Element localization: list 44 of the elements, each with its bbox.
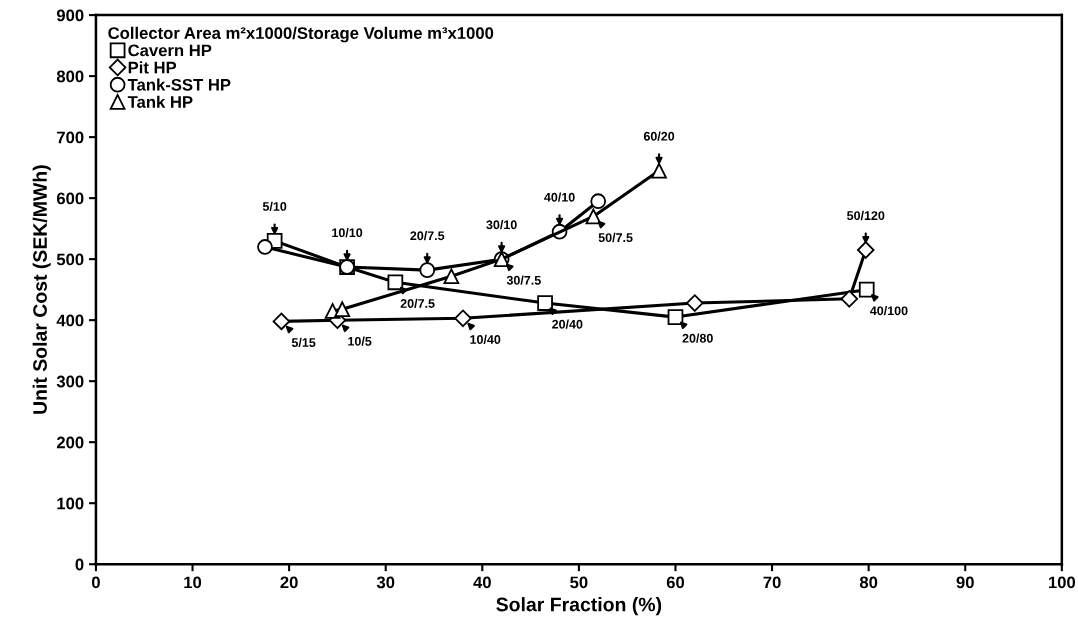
y-tick-label: 800 [56, 70, 84, 83]
annotation: 10/40 [470, 334, 501, 345]
annotation: 60/20 [643, 131, 675, 141]
legend-label: Tank HP [127, 95, 193, 108]
annotation: 10/10 [332, 227, 363, 238]
annotation: 50/7.5 [598, 232, 633, 243]
x-tick-label: 90 [956, 576, 974, 589]
x-tick-label: 40 [473, 576, 491, 589]
x-axis-title: Solar Fraction (%) [496, 597, 662, 616]
y-tick-label: 500 [56, 253, 84, 266]
x-tick-label: 80 [859, 576, 878, 589]
y-tick-label: 900 [56, 9, 84, 22]
y-tick-label: 600 [56, 192, 84, 205]
annotation: 10/5 [348, 336, 372, 346]
legend-label: Pit HP [128, 61, 177, 74]
legend-label: Cavern HP [128, 44, 212, 57]
legend-label: Tank-SST HP [127, 78, 231, 91]
annotation: 30/7.5 [506, 275, 541, 285]
y-tick-label: 100 [57, 497, 84, 510]
annotation: 20/7.5 [410, 230, 445, 241]
x-tick-label: 50 [570, 576, 588, 589]
x-tick-label: 10 [184, 576, 202, 589]
annotation: 20/80 [682, 333, 713, 343]
legend-title: Collector Area m²x1000/Storage Volume m³x1000 [108, 26, 494, 43]
y-tick-label: 200 [56, 436, 84, 449]
annotation: 40/100 [870, 306, 908, 316]
annotation: 50/120 [847, 210, 885, 221]
x-tick-label: 0 [91, 576, 100, 589]
y-tick-label: 300 [56, 375, 84, 388]
x-tick-label: 30 [376, 576, 395, 589]
annotation: 40/10 [544, 192, 575, 202]
annotation: 20/40 [552, 319, 583, 329]
y-tick-label: 700 [57, 131, 84, 144]
annotation: 20/7.5 [400, 298, 435, 309]
annotation: 5/10 [262, 201, 287, 211]
x-tick-label: 60 [666, 576, 685, 589]
annotation: 5/15 [291, 337, 316, 348]
y-axis-title: Unit Solar Cost (SEK/MWh) [32, 165, 51, 414]
x-tick-label: 70 [763, 576, 781, 589]
annotation: 30/10 [486, 219, 517, 230]
x-tick-label: 100 [1048, 576, 1076, 589]
y-tick-label: 0 [75, 558, 84, 571]
x-tick-label: 20 [280, 576, 298, 589]
y-tick-label: 400 [56, 314, 84, 327]
